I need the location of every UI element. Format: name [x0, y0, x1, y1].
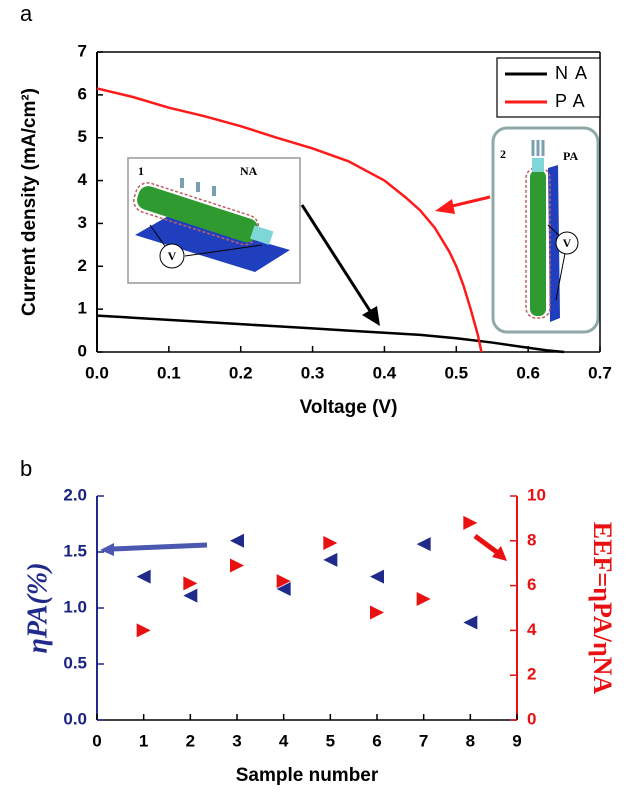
x-tick-label: 9 — [512, 731, 521, 750]
y-tick-label: 0.5 — [63, 653, 87, 672]
y2-tick-label: 4 — [527, 620, 537, 639]
y2-tick-label: 6 — [527, 575, 536, 594]
y2-axis-title: EEF=ηPA/ηNA — [588, 522, 617, 695]
x-tick-label: 0.4 — [373, 363, 397, 382]
inset-label: V — [563, 236, 572, 250]
panel-label: a — [20, 1, 33, 26]
x-tick-label: 8 — [466, 731, 475, 750]
inset-label: 1 — [138, 164, 144, 178]
legend-label: NA — [555, 63, 594, 83]
y-tick-label: 5 — [78, 127, 87, 146]
point — [136, 623, 151, 638]
point — [323, 552, 338, 567]
y2-tick-label: 2 — [527, 665, 536, 684]
point — [416, 592, 431, 607]
point — [183, 588, 198, 603]
x-tick-label: 7 — [419, 731, 428, 750]
series-line — [96, 314, 565, 354]
inset-label: NA — [240, 164, 258, 178]
y2-tick-label: 10 — [527, 485, 546, 504]
y-tick-label: 4 — [78, 170, 88, 189]
y-axis-title: ηPA(%) — [22, 562, 53, 653]
y-tick-label: 3 — [78, 213, 87, 232]
x-tick-label: 1 — [139, 731, 148, 750]
x-tick-label: 0.2 — [229, 363, 253, 382]
y-tick-label: 0.0 — [63, 709, 87, 728]
legend-label: PA — [555, 91, 592, 111]
y-tick-label: 2 — [78, 256, 87, 275]
point — [136, 569, 151, 584]
y2-tick-label: 0 — [527, 709, 536, 728]
x-tick-label: 0.1 — [157, 363, 181, 382]
point — [463, 615, 478, 630]
x-tick-label: 5 — [326, 731, 335, 750]
y-tick-label: 1 — [78, 299, 87, 318]
x-tick-label: 0.5 — [444, 363, 468, 382]
point — [276, 581, 291, 596]
x-tick-label: 4 — [279, 731, 289, 750]
series-line — [96, 87, 483, 353]
y-tick-label: 6 — [78, 84, 87, 103]
x-axis-title: Sample number — [236, 765, 379, 786]
x-tick-label: 3 — [232, 731, 241, 750]
point — [370, 569, 384, 584]
point — [370, 605, 384, 620]
inset-label: V — [168, 249, 177, 263]
inset-na: 1 NA V — [127, 157, 301, 284]
x-tick-label: 0.3 — [301, 363, 325, 382]
inset-pa: 2 PA V — [491, 126, 600, 334]
x-tick-label: 6 — [372, 731, 381, 750]
y-axis-title: Current density (mA/cm²) — [19, 88, 40, 316]
arrows-b — [100, 533, 507, 561]
arrows-a — [300, 195, 491, 326]
y-tick-label: 1.0 — [63, 597, 87, 616]
point — [463, 515, 478, 530]
point — [230, 558, 244, 573]
point — [323, 536, 338, 551]
x-tick-label: 2 — [186, 731, 195, 750]
point — [230, 533, 244, 548]
point — [416, 537, 431, 552]
panel-label: b — [20, 456, 32, 481]
point — [183, 576, 198, 591]
y-tick-label: 1.5 — [63, 541, 87, 560]
x-tick-label: 0.0 — [85, 363, 109, 382]
x-tick-label: 0.7 — [588, 363, 612, 382]
y-tick-label: 0 — [78, 341, 87, 360]
legend-box — [496, 57, 601, 118]
point — [276, 574, 291, 589]
inset-label: 2 — [500, 147, 506, 161]
x-tick-label: 0 — [92, 731, 101, 750]
y-tick-label: 2.0 — [63, 485, 87, 504]
y-tick-label: 7 — [78, 41, 87, 60]
x-axis-title: Voltage (V) — [300, 397, 398, 418]
inset-label: PA — [563, 149, 578, 163]
y2-tick-label: 8 — [527, 530, 536, 549]
x-tick-label: 0.6 — [516, 363, 540, 382]
